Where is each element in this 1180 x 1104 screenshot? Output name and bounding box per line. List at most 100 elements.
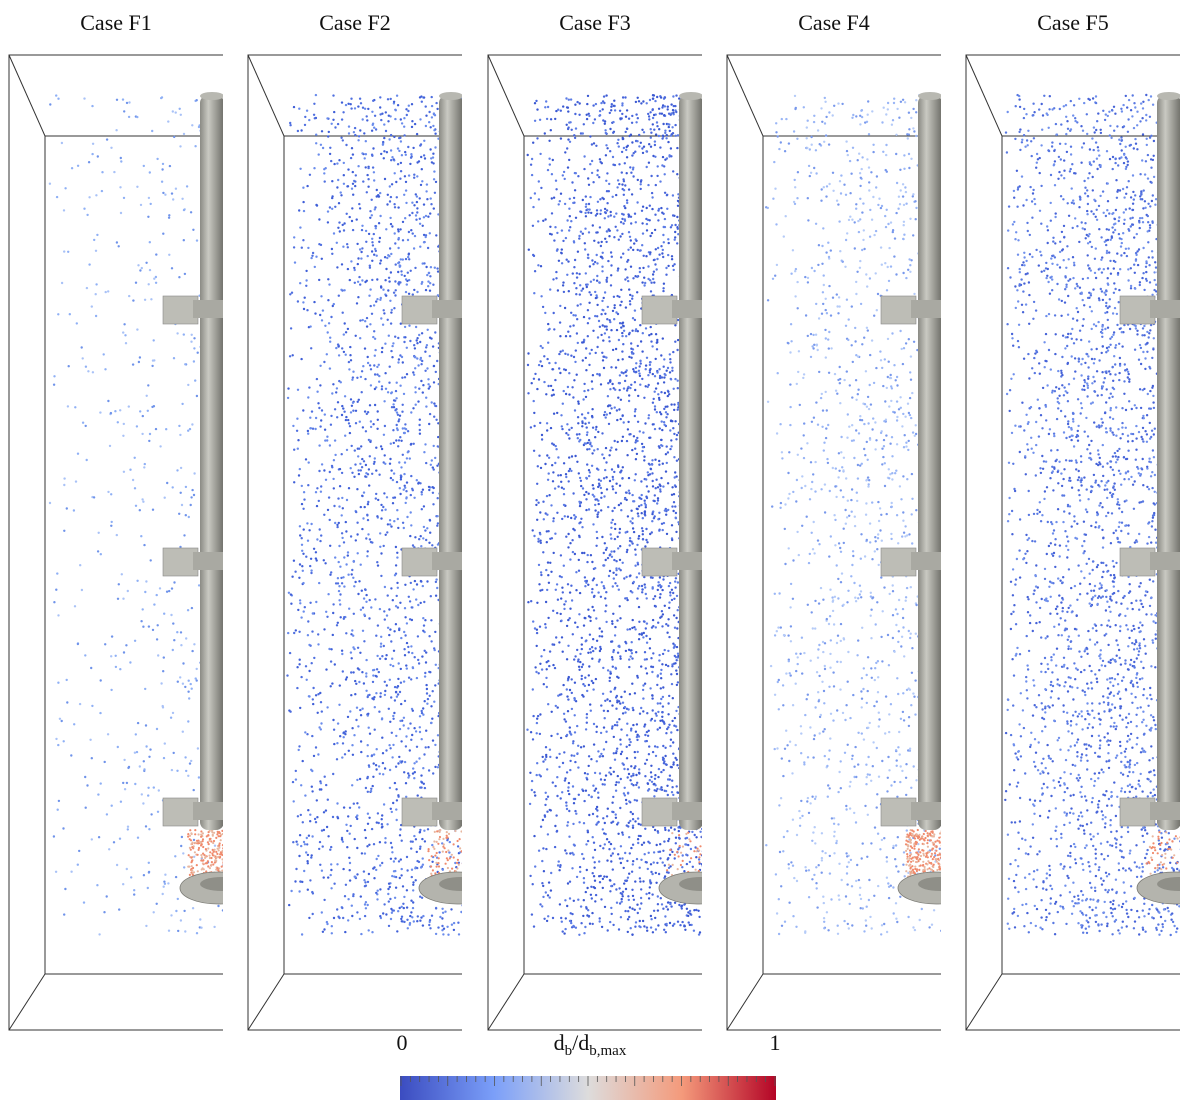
bubble [338, 354, 340, 356]
bubble [399, 281, 401, 283]
bubble [64, 888, 66, 890]
bubble [420, 143, 422, 145]
bubble [619, 374, 621, 376]
bubble [619, 658, 621, 660]
hub [193, 552, 228, 570]
bubble [318, 218, 320, 220]
bubble [409, 457, 411, 459]
bubble [331, 248, 333, 250]
bubble [394, 699, 396, 701]
bubble [300, 845, 302, 847]
bubble [394, 232, 396, 234]
bubble [91, 757, 93, 759]
bubble [364, 410, 366, 412]
bubble [172, 198, 174, 200]
bubble [577, 175, 579, 177]
bubble [585, 195, 587, 197]
bubble [429, 337, 431, 339]
bubble [177, 930, 179, 932]
bubble [371, 111, 373, 113]
bubble [626, 156, 628, 158]
bubble [81, 589, 83, 591]
bubble [410, 847, 412, 849]
bubble [563, 718, 565, 720]
bubble [375, 764, 377, 766]
bubble [406, 347, 408, 349]
bubble [212, 835, 214, 837]
tank [9, 55, 265, 1030]
bubble [179, 676, 181, 678]
bubble [609, 128, 611, 130]
bubble [429, 519, 431, 521]
bubble [432, 345, 434, 347]
bubble [670, 147, 672, 149]
bubble [562, 105, 564, 107]
bubble [372, 123, 374, 125]
bubble [610, 527, 612, 529]
bubble [438, 851, 440, 853]
bubble [361, 708, 363, 710]
bubble [122, 98, 124, 100]
bubble [85, 425, 87, 427]
bubble [321, 319, 323, 321]
bubble [403, 126, 405, 128]
bubble [368, 694, 370, 696]
bubble [436, 830, 438, 832]
bubble [577, 342, 579, 344]
bubble [423, 451, 425, 453]
bubble [354, 680, 356, 682]
bubble [416, 677, 418, 679]
bubble [410, 443, 412, 445]
bubble [374, 388, 376, 390]
bubble [155, 276, 157, 278]
bubble [367, 178, 369, 180]
bubble [385, 534, 387, 536]
bubble [601, 630, 603, 632]
bubble [357, 647, 359, 649]
bubble [329, 849, 331, 851]
bubble [604, 332, 606, 334]
bubble [606, 202, 608, 204]
bubble [422, 617, 424, 619]
bubble [334, 408, 336, 410]
bubble [91, 838, 93, 840]
bubble [390, 149, 392, 151]
bubble [419, 433, 421, 435]
bubble [465, 767, 467, 769]
bubble [615, 194, 617, 196]
bubble [600, 509, 602, 511]
bubble [147, 410, 149, 412]
bubble [70, 754, 72, 756]
bubble [564, 353, 566, 355]
bubble [425, 746, 427, 748]
bubble [391, 912, 393, 914]
bubble [391, 391, 393, 393]
bubble [415, 326, 417, 328]
bubble [454, 830, 456, 832]
bubble [368, 873, 370, 875]
bubble [547, 479, 549, 481]
bubble [676, 147, 678, 149]
bubble [625, 116, 627, 118]
bubble [660, 687, 662, 689]
bubble [388, 115, 390, 117]
bubble [197, 854, 199, 856]
bubble [397, 228, 399, 230]
bubble [340, 289, 342, 291]
bubble [648, 334, 650, 336]
bubble [651, 697, 653, 699]
bubble [415, 219, 417, 221]
bubble [419, 246, 421, 248]
bubble [371, 473, 373, 475]
bubble [628, 188, 630, 190]
bubble [650, 146, 652, 148]
bubble [586, 103, 588, 105]
bubble [360, 376, 362, 378]
bubble [403, 771, 405, 773]
bubble [464, 845, 466, 847]
bubble [630, 765, 632, 767]
bubble [350, 467, 352, 469]
bubble [704, 426, 706, 428]
bubble [378, 241, 380, 243]
bubble [368, 233, 370, 235]
